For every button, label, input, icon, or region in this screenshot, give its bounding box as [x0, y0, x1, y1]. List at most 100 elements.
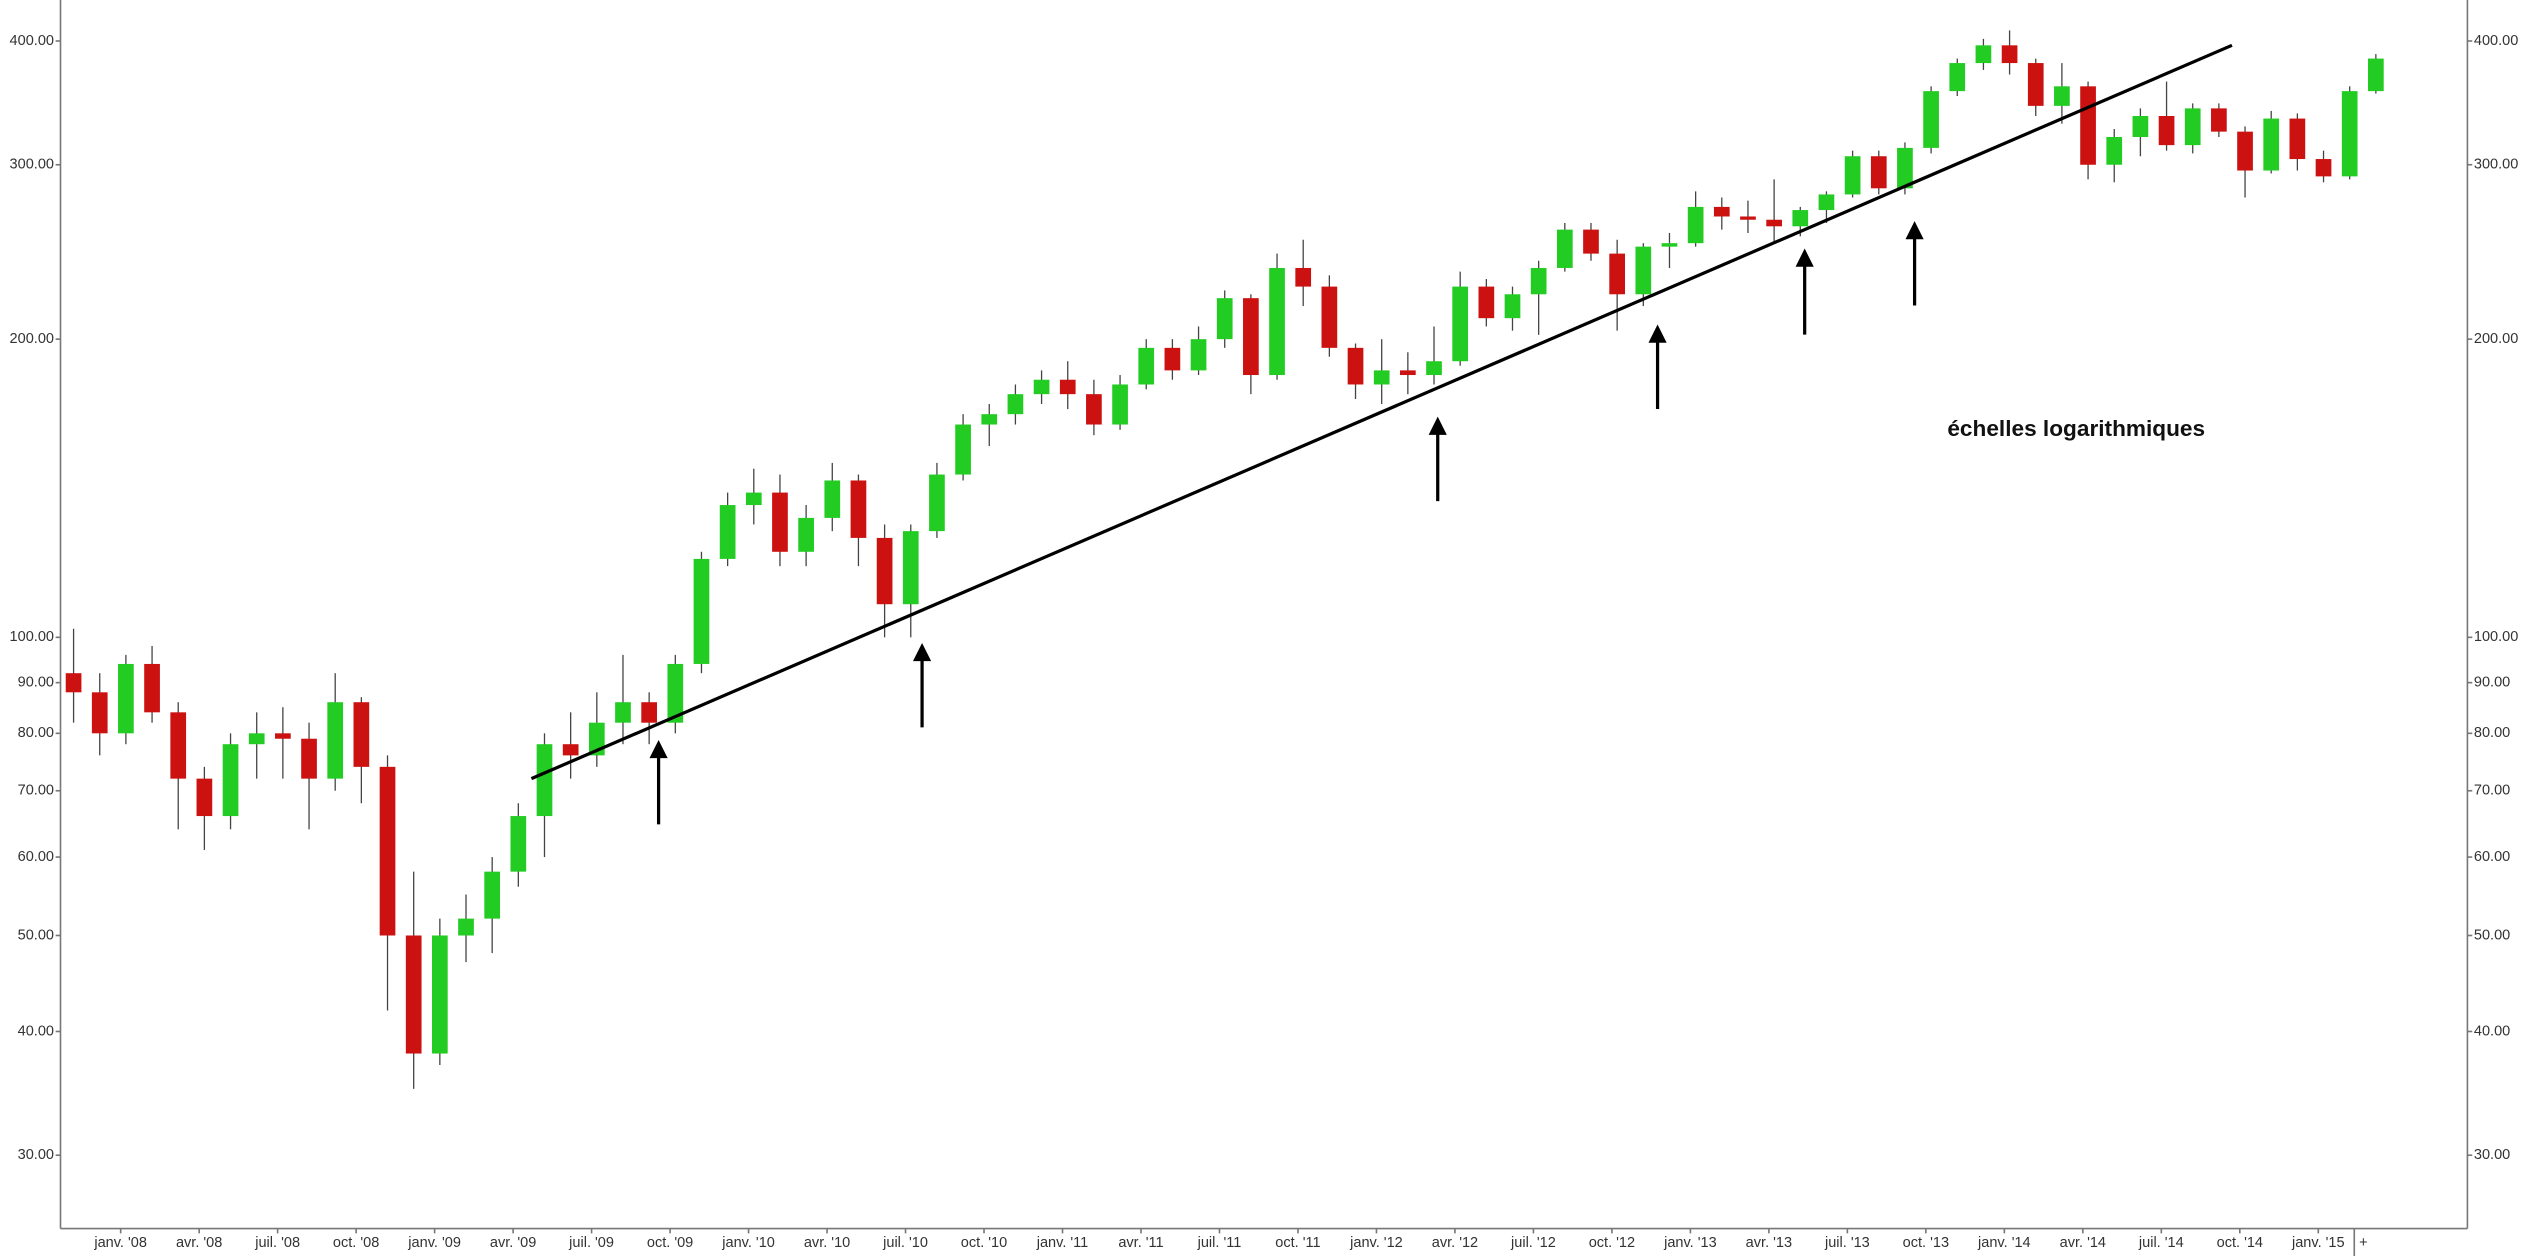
candle-body [1635, 246, 1652, 295]
x-tick-label: juil. '12 [1510, 1235, 1556, 1251]
candle-body [981, 414, 998, 425]
candle-body [484, 871, 501, 919]
candle-body [1059, 379, 1076, 395]
annotation: échelles logarithmiques [1947, 416, 2205, 441]
x-tick-label: oct. '12 [1589, 1235, 1635, 1251]
x-tick-label: oct. '11 [1275, 1235, 1320, 1251]
x-tick-label: avr. '08 [176, 1235, 222, 1251]
candle-body [1504, 294, 1521, 319]
arrow-head [1648, 324, 1667, 343]
candle-body [1452, 286, 1469, 362]
y-tick-label: 60.00 [18, 849, 54, 865]
candle-body [144, 663, 160, 713]
y-tick-label: 30.00 [18, 1147, 54, 1163]
candle-body [275, 733, 291, 739]
candle-body [2368, 58, 2384, 92]
candle-body [405, 935, 422, 1054]
x-tick-label: oct. '13 [1903, 1235, 1949, 1251]
candle-body [2054, 86, 2070, 106]
candle-body [772, 492, 788, 552]
y2-tick-label: 30.00 [2474, 1147, 2510, 1163]
candle-body [641, 702, 657, 723]
candle-body [1949, 63, 1966, 92]
x-tick-label: juil. '10 [882, 1235, 928, 1251]
x-tick-label: juil. '14 [2138, 1235, 2184, 1251]
candle-body [1086, 394, 1102, 425]
candle-body [667, 663, 684, 723]
candle-body [1243, 298, 1259, 376]
candle-body [902, 531, 919, 605]
candle-body [1556, 229, 1573, 268]
x-tick-label: avr. '10 [804, 1235, 850, 1251]
candle-body [1164, 347, 1181, 371]
y2-tick-label: 70.00 [2474, 783, 2510, 799]
x-tick-label: oct. '09 [647, 1235, 693, 1251]
candle-body [1530, 267, 1547, 295]
candle-body [1687, 206, 1704, 244]
candle-body [1661, 243, 1678, 247]
y2-tick-label: 60.00 [2474, 849, 2510, 865]
candle-body [2001, 45, 2018, 64]
candle-body [2263, 118, 2280, 171]
candle-body [327, 702, 344, 779]
candle-body [536, 744, 553, 817]
y2-tick-label: 200.00 [2474, 331, 2518, 347]
candle-body [379, 766, 396, 936]
y2-tick-label: 50.00 [2474, 927, 2510, 943]
x-tick-label: janv. '13 [1663, 1235, 1717, 1251]
y-tick-label: 40.00 [18, 1023, 54, 1039]
more-button[interactable]: + [2359, 1235, 2368, 1251]
x-tick-label: avr. '14 [2060, 1235, 2106, 1251]
arrow-head [1905, 221, 1924, 240]
candle-body [196, 778, 213, 817]
candle-body [1007, 394, 1024, 415]
y2-tick-label: 400.00 [2474, 33, 2518, 49]
candle-body [2158, 115, 2175, 146]
candle-body [118, 663, 134, 734]
candle-body [745, 492, 762, 506]
x-tick-label: juil. '08 [254, 1235, 300, 1251]
x-tick-label: avr. '13 [1746, 1235, 1792, 1251]
candle-body [2237, 131, 2253, 171]
candle-body [1295, 267, 1312, 287]
candle-body [2341, 91, 2358, 177]
candle-body [615, 702, 631, 723]
y-tick-label: 50.00 [18, 927, 54, 943]
candle-body [1033, 379, 1050, 395]
candle-body [353, 702, 370, 767]
candle-body [301, 738, 317, 779]
candle-body [1713, 206, 1730, 217]
candle-body [1478, 286, 1495, 319]
x-tick-label: avr. '12 [1432, 1235, 1478, 1251]
candle-body [1190, 339, 1207, 371]
trend-line [530, 43, 2233, 781]
candle-body [1792, 210, 1809, 227]
candle-body [248, 733, 265, 745]
candle-body [719, 505, 736, 559]
candle-body [2289, 118, 2306, 160]
y2-tick-label: 80.00 [2474, 725, 2510, 741]
candle-body [1897, 147, 1913, 189]
x-tick-label: janv. '11 [1036, 1235, 1089, 1251]
candle-body [1347, 347, 1364, 385]
candle-body [170, 712, 187, 779]
candles [65, 30, 2384, 1089]
y2-tick-label: 90.00 [2474, 674, 2510, 690]
x-tick-label: janv. '14 [1977, 1235, 2031, 1251]
x-tick-label: avr. '09 [490, 1235, 536, 1251]
candle-body [1766, 219, 1782, 227]
y2-tick-label: 300.00 [2474, 157, 2518, 173]
candle-body [431, 935, 448, 1054]
x-tick-label: oct. '10 [961, 1235, 1007, 1251]
candle-body [955, 424, 971, 475]
x-tick-label: oct. '08 [333, 1235, 379, 1251]
candle-body [510, 816, 527, 872]
arrow-head [649, 739, 668, 759]
candle-body [222, 744, 239, 817]
candle-body [929, 474, 945, 532]
y-tick-label: 80.00 [18, 725, 54, 741]
candle-body [1975, 45, 1992, 64]
candle-body [2211, 108, 2227, 132]
